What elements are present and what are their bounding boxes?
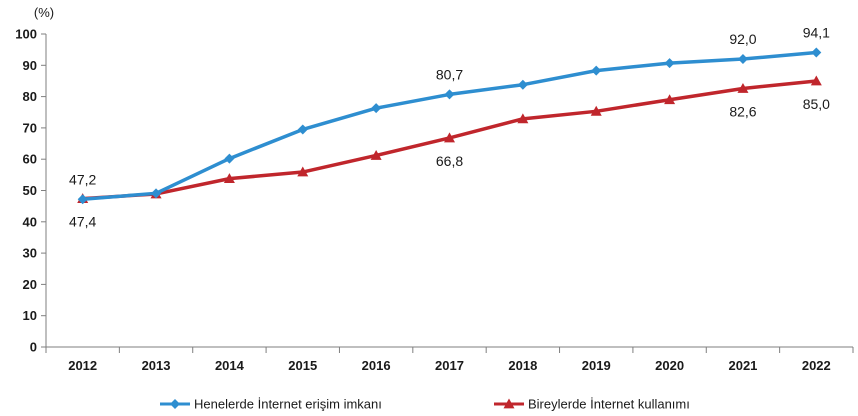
x-tick-label: 2018	[508, 358, 537, 373]
legend-item-0: Henelerde İnternet erişim imkanı	[160, 397, 382, 412]
data-point-marker	[297, 124, 308, 135]
x-tick-label: 2012	[68, 358, 97, 373]
data-point-marker	[591, 65, 602, 76]
data-point-marker	[444, 132, 455, 143]
x-axis-ticks: 2012 2013 2014 2015 2016 2017 2018 2019 2020 2021…	[45, 347, 854, 373]
y-axis-ticks: 0 10 20 30 40 50 60 70 80 90 100	[15, 27, 46, 355]
y-tick-label: 10	[23, 308, 37, 323]
x-tick-label: 2020	[655, 358, 684, 373]
data-point-marker	[224, 153, 235, 164]
data-label: 92,0	[729, 31, 756, 47]
legend-swatch-marker	[503, 398, 515, 409]
data-label: 94,1	[803, 24, 830, 40]
x-tick-label: 2022	[802, 358, 831, 373]
y-tick-label: 50	[23, 183, 37, 198]
y-tick-label: 60	[23, 152, 37, 167]
data-point-marker	[811, 47, 822, 58]
y-tick-label: 100	[15, 27, 37, 42]
data-labels: 47,2 47,4 80,7 66,8 92,0 82,6 94,1 85,0	[69, 24, 830, 229]
data-point-marker	[223, 173, 235, 184]
y-axis-unit-label: (%)	[34, 5, 54, 20]
data-label: 47,2	[69, 171, 96, 187]
data-point-marker	[737, 82, 749, 93]
y-tick-label: 90	[23, 58, 37, 73]
data-point-marker	[371, 103, 382, 114]
data-label: 80,7	[436, 66, 463, 82]
legend-label: Bireylerde İnternet kullanımı	[528, 397, 690, 412]
data-point-marker	[77, 194, 88, 205]
data-point-marker	[151, 188, 162, 199]
y-tick-label: 40	[23, 214, 37, 229]
data-point-marker	[810, 75, 822, 86]
data-label: 47,4	[69, 214, 96, 230]
data-point-marker	[370, 149, 382, 160]
legend-label: Henelerde İnternet erişim imkanı	[194, 397, 382, 412]
data-label: 82,6	[729, 103, 756, 119]
legend: Henelerde İnternet erişim imkanı Bireyler…	[160, 397, 690, 412]
data-label: 85,0	[803, 96, 830, 112]
data-point-marker	[297, 166, 309, 177]
data-label: 66,8	[436, 153, 463, 169]
series-0	[77, 47, 822, 205]
y-tick-label: 30	[23, 246, 37, 261]
data-point-marker	[517, 113, 529, 124]
y-tick-label: 80	[23, 89, 37, 104]
legend-item-1: Bireylerde İnternet kullanımı	[494, 397, 690, 412]
y-tick-label: 20	[23, 277, 37, 292]
data-point-marker	[664, 58, 675, 69]
x-tick-label: 2014	[215, 358, 245, 373]
data-point-marker	[444, 89, 455, 100]
x-tick-label: 2021	[728, 358, 757, 373]
x-tick-label: 2013	[142, 358, 171, 373]
x-tick-label: 2019	[582, 358, 611, 373]
data-point-marker	[590, 105, 602, 116]
x-tick-label: 2016	[362, 358, 391, 373]
x-tick-label: 2015	[288, 358, 317, 373]
y-tick-label: 0	[30, 340, 37, 355]
series-layer	[77, 47, 822, 205]
data-point-marker	[737, 54, 748, 65]
legend-swatch-marker	[170, 399, 180, 409]
x-tick-label: 2017	[435, 358, 464, 373]
data-point-marker	[517, 79, 528, 90]
y-tick-label: 70	[23, 120, 37, 135]
data-point-marker	[664, 94, 676, 105]
